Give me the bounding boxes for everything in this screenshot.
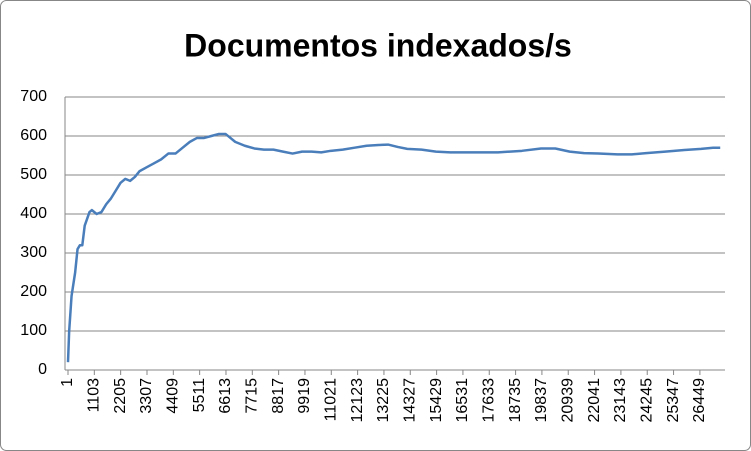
chart-title: Documentos indexados/s: [184, 27, 572, 63]
x-tick-label: 20939: [559, 378, 576, 423]
x-tick-label: 3307: [138, 378, 155, 414]
x-tick-label: 24245: [638, 378, 655, 423]
x-tick-label: 2205: [112, 378, 129, 414]
x-tick-label: 12123: [349, 378, 366, 423]
x-tick-label: 9919: [296, 378, 313, 414]
y-tick-label: 300: [20, 244, 47, 261]
x-tick-label: 1: [59, 378, 76, 387]
x-tick-label: 6613: [217, 378, 234, 414]
x-tick-label: 14327: [401, 378, 418, 423]
y-tick-label: 500: [20, 166, 47, 183]
x-tick-label: 22041: [586, 378, 603, 423]
x-tick-label: 5511: [191, 378, 208, 413]
x-tick-label: 15429: [428, 378, 445, 423]
y-tick-label: 100: [20, 322, 47, 339]
x-tick-label: 26449: [691, 378, 708, 423]
x-tick-label: 4409: [165, 378, 182, 414]
x-tick-label: 11021: [323, 378, 340, 421]
y-tick-label: 200: [20, 283, 47, 300]
x-tick-label: 7715: [244, 378, 261, 414]
x-tick-label: 1103: [86, 378, 103, 413]
x-tick-label: 25347: [665, 378, 682, 423]
x-tick-label: 18735: [507, 378, 524, 423]
x-tick-label: 17633: [480, 378, 497, 423]
y-tick-label: 700: [20, 88, 47, 105]
x-tick-label: 13225: [375, 378, 392, 423]
y-tick-label: 400: [20, 205, 47, 222]
x-tick-label: 8817: [270, 378, 287, 414]
x-tick-label: 19837: [533, 378, 550, 423]
x-tick-label: 23143: [612, 378, 629, 423]
data-line: [66, 132, 721, 363]
x-tick-label: 16531: [454, 378, 471, 423]
y-tick-label: 600: [20, 127, 47, 144]
y-tick-label: 0: [38, 361, 47, 378]
